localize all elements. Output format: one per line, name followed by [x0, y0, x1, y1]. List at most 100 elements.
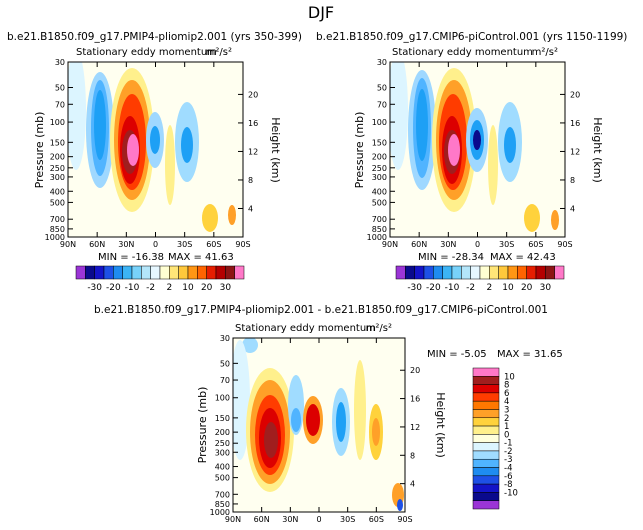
colorbar-swatch — [178, 265, 189, 280]
colorbar-label: -6 — [504, 472, 512, 482]
colorbar-label: 20 — [201, 283, 213, 293]
colorbar-swatch — [433, 265, 443, 280]
colorbar-swatch — [472, 409, 500, 419]
panel-1-field-j — [127, 134, 139, 166]
panel-2-y-right-tick-label: 4 — [570, 204, 575, 213]
panel-1-y-tick-label: 30 — [55, 58, 65, 67]
colorbar-swatch — [113, 265, 123, 280]
panel-1-y-right-tick-label: 4 — [248, 204, 253, 213]
panel-1-x-tick-label: 60N — [89, 240, 105, 249]
colorbar-swatch — [472, 425, 500, 435]
colorbar-swatch — [545, 265, 555, 280]
colorbar-swatch — [479, 265, 490, 280]
panel-2-x-tick-label: 30N — [440, 240, 456, 249]
colorbar-swatch — [472, 492, 500, 501]
colorbar-swatch — [470, 265, 481, 280]
panel-2-y-tick-label: 30 — [377, 58, 387, 67]
colorbar-swatch — [150, 265, 161, 280]
colorbar-swatch — [472, 376, 500, 385]
panel-3-x-tick-label: 60N — [254, 515, 270, 524]
panel-2-y-axis-right: 20 16 12 8 4 — [560, 90, 580, 213]
colorbar-label: -4 — [504, 464, 512, 474]
colorbar-label: 8 — [504, 381, 509, 391]
panel-2-subtitle: Stationary eddy momentum — [392, 47, 533, 58]
panel-2-field-n — [488, 125, 498, 205]
colorbar-swatch — [461, 265, 471, 280]
panel-1-plot — [68, 62, 243, 237]
panel-3-y-right-tick-label: 8 — [410, 451, 415, 460]
panel-2-y-right-tick-label: 20 — [570, 90, 580, 99]
panel-2-y-tick-label: 70 — [377, 100, 387, 109]
panel-2-x-tick-label: 60S — [528, 240, 543, 249]
panel-1-field-p — [202, 204, 218, 232]
colorbar-swatch — [535, 265, 546, 280]
colorbar-label: 10 — [504, 372, 515, 382]
panel-3-y-tick-label: 500 — [215, 474, 230, 483]
panel-2-min-label: MIN = -28.34 — [418, 252, 484, 263]
panel-1-y-tick-label: 100 — [50, 118, 65, 127]
panel-3-y-tick-label: 30 — [220, 334, 230, 343]
colorbar-swatch — [169, 265, 179, 280]
panel-3-min-label: MIN = -5.05 — [427, 349, 487, 360]
panel-1-ylabel: Pressure (mb) — [33, 112, 46, 189]
panel-1-ylabel-right: Height (km) — [269, 117, 282, 183]
colorbar-swatch — [472, 434, 500, 443]
colorbar-swatch — [94, 265, 105, 280]
colorbar-swatch — [472, 442, 500, 452]
colorbar-label: -1 — [504, 439, 512, 449]
panel-2-max-label: MAX = 42.43 — [490, 252, 556, 263]
panel-3-field-k — [306, 404, 320, 436]
panel-1-y-tick-label: 500 — [50, 198, 65, 207]
panel-2-y-tick-label: 400 — [372, 187, 387, 196]
panel-1-y-axis-right: 20 16 12 8 4 — [238, 90, 258, 213]
colorbar-swatch — [206, 265, 217, 280]
colorbar-label: -2 — [466, 283, 475, 293]
panel-3-field-b — [233, 340, 250, 460]
colorbar-swatch — [472, 458, 500, 468]
panel-2-x-tick-label: 0 — [475, 240, 480, 249]
panel-3-y-tick-label: 300 — [215, 448, 230, 457]
panel-3-x-tick-label: 90N — [225, 515, 241, 524]
colorbar-swatch — [472, 367, 500, 377]
panel-1-y-tick-label: 250 — [50, 164, 65, 173]
panel-2-y-tick-label: 100 — [372, 118, 387, 127]
panel-1-y-tick-label: 700 — [50, 215, 65, 224]
panel-1-y-tick-label: 70 — [55, 100, 65, 109]
panel-1-y-tick-label: 200 — [50, 153, 65, 162]
panel-2-field-a — [390, 62, 408, 170]
panel-2-y-right-tick-label: 8 — [570, 176, 575, 185]
colorbar-label: -10 — [125, 283, 140, 293]
panel-3-y-axis-right: 20 16 12 8 4 — [400, 366, 420, 489]
panel-1-x-axis: 90N 60N 30N 0 30S 60S 90S — [60, 62, 251, 249]
panel-1-y-tick-label: 1000 — [45, 233, 65, 242]
colorbar-swatch — [451, 265, 462, 280]
panel-1-field-d — [94, 90, 106, 160]
colorbar-label: 2 — [504, 414, 509, 424]
colorbar-label: 10 — [502, 283, 514, 293]
colorbar-label: -2 — [504, 447, 512, 457]
panel-2-units: m²/s² — [532, 47, 558, 58]
panel-3-field-g — [264, 422, 278, 458]
colorbar-label: -10 — [504, 488, 518, 498]
panel-2-field-r — [551, 210, 559, 230]
colorbar-label: -20 — [106, 283, 121, 293]
colorbar-swatch — [395, 265, 406, 280]
panel-1-field-a — [68, 62, 86, 170]
colorbar-swatch — [472, 500, 500, 510]
colorbar-swatch — [472, 450, 500, 460]
panel-1-x-tick-label: 90N — [60, 240, 76, 249]
panel-3-field-r — [397, 499, 403, 511]
colorbar-label: -8 — [504, 480, 512, 490]
panel-2-y-right-tick-label: 12 — [570, 147, 580, 156]
panel-3-y-tick-label: 250 — [215, 439, 230, 448]
panel-3-field-n — [354, 360, 366, 460]
colorbar-swatch — [197, 265, 207, 280]
colorbar-label: 1 — [504, 422, 509, 432]
panel-2-y-tick-label: 200 — [372, 153, 387, 162]
panel-3-ylabel-right: Height (km) — [434, 392, 447, 458]
panel-3-y-tick-label: 850 — [215, 500, 230, 509]
